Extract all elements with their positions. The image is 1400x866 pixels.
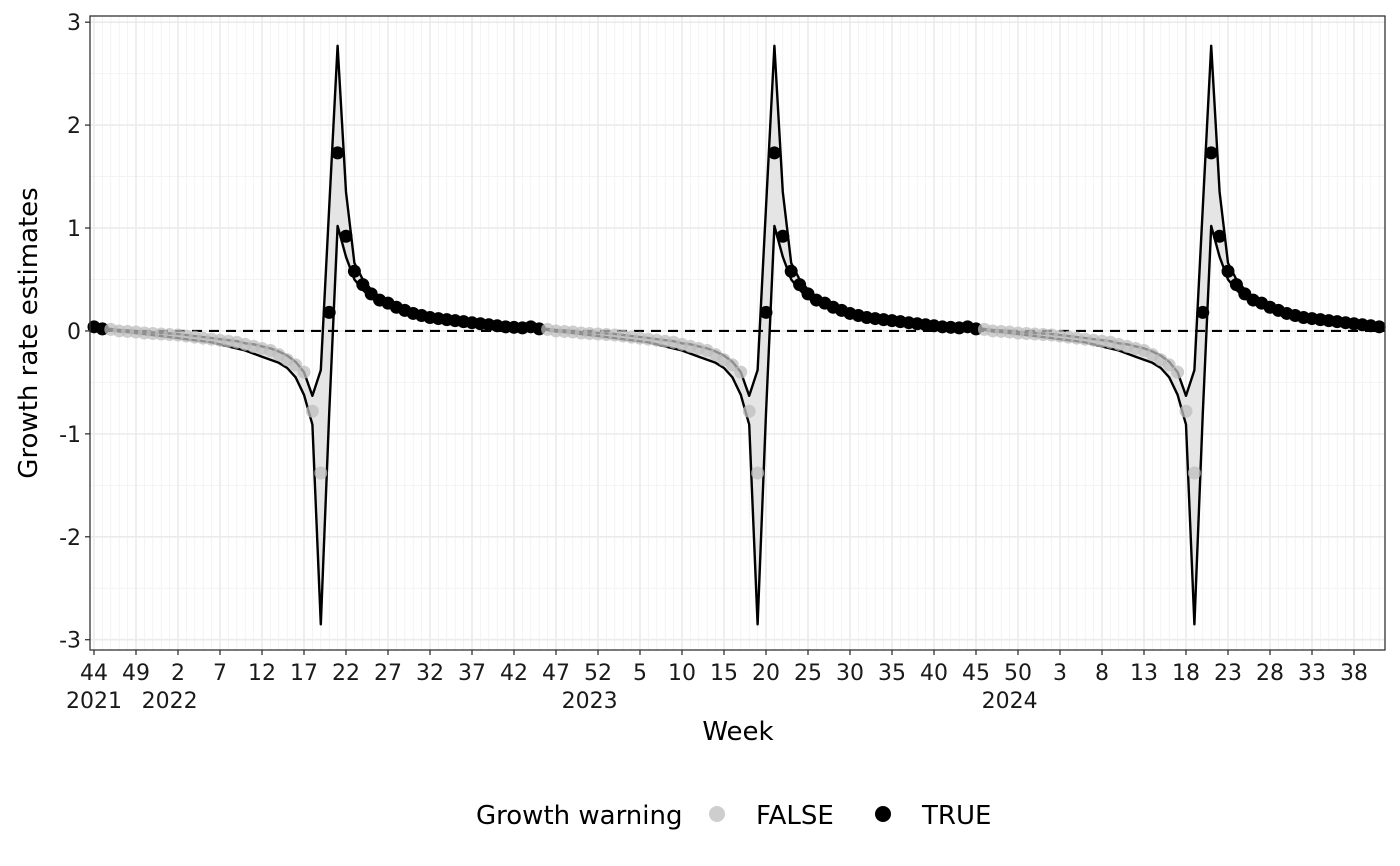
legend-key-true [875, 806, 891, 822]
legend-label-true: TRUE [921, 801, 991, 831]
x-tick-label: 23 [1214, 661, 1242, 686]
point-warning-false [297, 365, 311, 379]
point-warning-true [759, 305, 773, 319]
x-tick-label: 32 [416, 661, 444, 686]
x-tick-label: 49 [122, 661, 150, 686]
y-axis: -3 -2 -1 0 1 2 3 [59, 11, 90, 654]
point-warning-true [1372, 320, 1386, 334]
point-warning-true [1221, 264, 1235, 278]
x-tick-label: 30 [836, 661, 864, 686]
point-warning-false [734, 365, 748, 379]
x-tick-label: 42 [500, 661, 528, 686]
y-tick-label: 0 [67, 320, 81, 345]
estimate-points [87, 146, 1386, 480]
point-warning-false [314, 466, 328, 480]
x-tick-label: 12 [248, 661, 276, 686]
point-warning-true [1196, 305, 1210, 319]
x-tick-label: 50 [1004, 661, 1032, 686]
point-warning-true [356, 278, 370, 292]
x-tick-label: 28 [1256, 661, 1284, 686]
y-tick-label: -3 [59, 629, 81, 654]
x-tick-label: 20 [752, 661, 780, 686]
x-tick-label: 37 [458, 661, 486, 686]
legend: Growth warning FALSE TRUE [476, 790, 991, 834]
x-tick-label: 18 [1172, 661, 1200, 686]
x-year-label: 2021 [66, 689, 122, 714]
x-tick-label: 7 [213, 661, 227, 686]
x-tick-label: 8 [1095, 661, 1109, 686]
legend-title: Growth warning [476, 801, 683, 831]
point-warning-true [1213, 229, 1227, 243]
point-warning-true [322, 305, 336, 319]
x-year-label: 2023 [562, 689, 618, 714]
point-warning-false [1171, 365, 1185, 379]
y-tick-label: 2 [67, 114, 81, 139]
x-tick-label: 47 [542, 661, 570, 686]
x-tick-label: 13 [1130, 661, 1158, 686]
legend-label-false: FALSE [756, 801, 834, 831]
y-tick-label: -1 [59, 423, 81, 448]
point-warning-true [793, 278, 807, 292]
x-tick-label: 38 [1340, 661, 1368, 686]
x-tick-label: 27 [374, 661, 402, 686]
point-warning-false [1179, 404, 1193, 418]
panel-border [89, 15, 1386, 651]
x-tick-label: 2 [171, 661, 185, 686]
x-tick-label: 45 [962, 661, 990, 686]
x-axis-title: Week [702, 717, 773, 747]
x-tick-label: 52 [584, 661, 612, 686]
y-tick-label: -2 [59, 526, 81, 551]
point-warning-true [767, 146, 781, 160]
x-tick-label: 17 [290, 661, 318, 686]
point-warning-false [305, 404, 319, 418]
legend-key-false [709, 806, 725, 822]
x-tick-label: 22 [332, 661, 360, 686]
point-warning-true [1229, 278, 1243, 292]
point-warning-true [784, 264, 798, 278]
x-tick-label: 44 [80, 661, 108, 686]
point-warning-true [347, 264, 361, 278]
x-tick-label: 3 [1053, 661, 1067, 686]
point-warning-true [339, 229, 353, 243]
x-tick-label: 40 [920, 661, 948, 686]
point-warning-true [331, 146, 345, 160]
point-warning-false [1187, 466, 1201, 480]
x-year-label: 2022 [142, 689, 198, 714]
x-year-label: 2024 [982, 689, 1038, 714]
x-tick-label: 25 [794, 661, 822, 686]
x-tick-label: 15 [710, 661, 738, 686]
x-tick-label: 35 [878, 661, 906, 686]
point-warning-true [776, 229, 790, 243]
point-warning-true [1204, 146, 1218, 160]
y-tick-label: 1 [67, 217, 81, 242]
point-warning-false [751, 466, 765, 480]
y-axis-title: Growth rate estimates [14, 187, 44, 478]
x-axis: 44 49 2 7 12 17 22 27 32 37 42 47 52 5 10 15 20 25 30 35 40 4… [66, 650, 1368, 714]
x-tick-label: 5 [633, 661, 647, 686]
x-tick-label: 33 [1298, 661, 1326, 686]
y-tick-label: 3 [67, 11, 81, 36]
x-tick-label: 10 [668, 661, 696, 686]
point-warning-false [742, 404, 756, 418]
